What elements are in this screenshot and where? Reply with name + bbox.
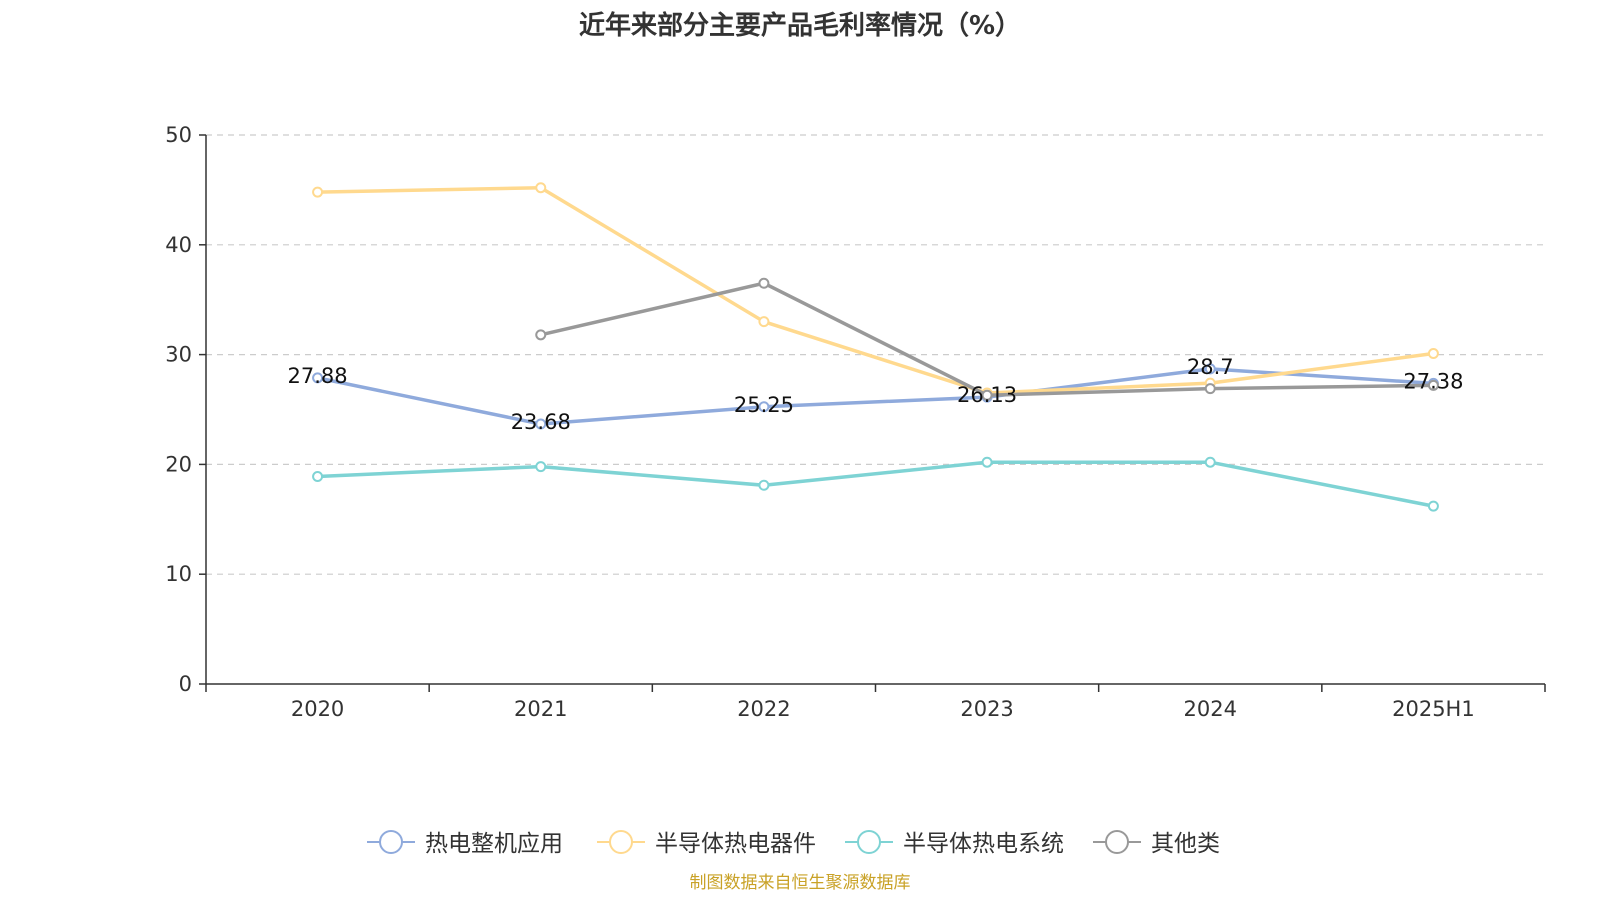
legend-label: 半导体热电系统 bbox=[903, 831, 1064, 857]
data-point[interactable] bbox=[1204, 363, 1216, 375]
data-point[interactable] bbox=[312, 186, 324, 198]
x-tick-label: 2020 bbox=[291, 697, 344, 721]
data-label: 28.7 bbox=[1187, 355, 1234, 379]
y-tick-label: 0 bbox=[179, 672, 192, 696]
data-point[interactable] bbox=[1427, 500, 1439, 512]
legend-marker bbox=[1105, 830, 1129, 854]
data-label: 27.38 bbox=[1403, 369, 1463, 393]
data-label: 25.25 bbox=[734, 393, 794, 417]
x-tick-label: 2022 bbox=[737, 697, 790, 721]
legend-label: 半导体热电器件 bbox=[655, 831, 816, 857]
data-point[interactable] bbox=[1204, 456, 1216, 468]
series-4 bbox=[535, 277, 1439, 401]
x-tick-label: 2021 bbox=[514, 697, 567, 721]
x-tick-label: 2024 bbox=[1184, 697, 1237, 721]
legend-marker bbox=[609, 830, 633, 854]
data-point[interactable] bbox=[758, 277, 770, 289]
data-label: 27.88 bbox=[288, 364, 348, 388]
data-label: 23.68 bbox=[511, 410, 571, 434]
y-tick-label: 50 bbox=[165, 123, 192, 147]
source-note: 制图数据来自恒生聚源数据库 bbox=[690, 873, 911, 893]
series-3 bbox=[312, 456, 1439, 512]
grid-lines bbox=[206, 134, 1545, 575]
legend-marker bbox=[379, 830, 403, 854]
y-tick-label: 40 bbox=[165, 233, 192, 257]
data-point[interactable] bbox=[1427, 379, 1439, 391]
legend[interactable]: 热电整机应用 半导体热电器件 半导体热电系统 其他类 bbox=[367, 830, 1220, 857]
data-labels: 27.88 23.68 25.25 26.13 28.7 27.38 bbox=[288, 355, 1464, 434]
chart-title: 近年来部分主要产品毛利率情况（%） bbox=[579, 10, 1021, 41]
series-line bbox=[540, 281, 1434, 397]
data-point[interactable] bbox=[981, 456, 993, 468]
series-lines bbox=[312, 182, 1439, 512]
data-point[interactable] bbox=[758, 316, 770, 328]
legend-item[interactable]: 半导体热电系统 bbox=[845, 830, 1064, 857]
data-point[interactable] bbox=[981, 389, 993, 401]
y-tick-label: 30 bbox=[165, 343, 192, 367]
series-line bbox=[317, 460, 1434, 508]
data-point[interactable] bbox=[758, 479, 770, 491]
data-point[interactable] bbox=[535, 329, 547, 341]
data-point[interactable] bbox=[535, 461, 547, 473]
legend-item[interactable]: 半导体热电器件 bbox=[597, 830, 816, 857]
y-tick-label: 20 bbox=[165, 452, 192, 476]
legend-label: 热电整机应用 bbox=[425, 831, 563, 857]
legend-marker bbox=[857, 830, 881, 854]
legend-item[interactable]: 热电整机应用 bbox=[367, 830, 563, 857]
data-point[interactable] bbox=[312, 372, 324, 384]
data-label: 26.13 bbox=[957, 383, 1017, 407]
series-2 bbox=[312, 182, 1439, 399]
legend-item[interactable]: 其他类 bbox=[1093, 830, 1220, 857]
data-point[interactable] bbox=[535, 418, 547, 430]
legend-label: 其他类 bbox=[1151, 831, 1220, 857]
series-line bbox=[317, 185, 1434, 395]
x-tick-label: 2025H1 bbox=[1392, 697, 1475, 721]
y-tick-label: 10 bbox=[165, 562, 192, 586]
axes: 0 10 20 30 40 50 2020 2021 2022 2023 2024 2025H1 bbox=[165, 123, 1546, 721]
data-point[interactable] bbox=[535, 182, 547, 194]
data-point[interactable] bbox=[1427, 348, 1439, 360]
x-tick-label: 2023 bbox=[960, 697, 1013, 721]
data-point[interactable] bbox=[758, 401, 770, 413]
data-point[interactable] bbox=[1204, 383, 1216, 395]
data-point[interactable] bbox=[312, 470, 324, 482]
series-line bbox=[317, 367, 1434, 426]
